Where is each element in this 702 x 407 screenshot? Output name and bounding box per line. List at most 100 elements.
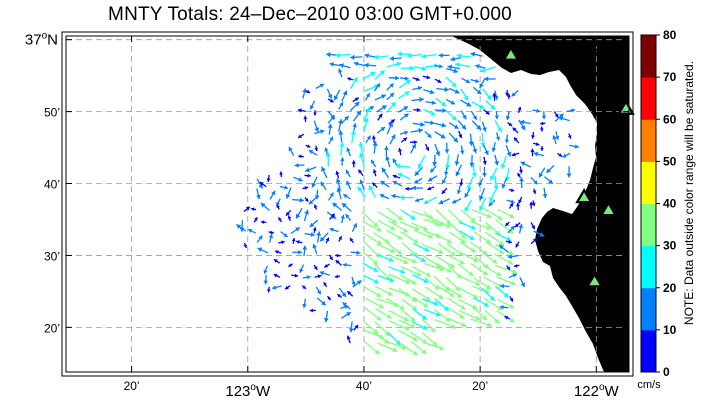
- current-vector: [335, 253, 341, 258]
- current-vector: [388, 220, 409, 234]
- current-vector: [400, 209, 416, 221]
- current-vector: [351, 276, 356, 286]
- lon-label-value: 123: [225, 383, 250, 400]
- lon-label-value: 20’: [472, 379, 488, 393]
- current-vector: [400, 265, 422, 277]
- current-vector: [346, 335, 351, 344]
- current-vector: [349, 101, 360, 112]
- current-vector: [387, 332, 402, 346]
- current-vector: [263, 265, 268, 275]
- current-vector: [293, 176, 303, 182]
- current-vector: [335, 178, 341, 190]
- current-vector: [388, 266, 406, 274]
- current-vector: [454, 154, 460, 166]
- current-vector: [473, 297, 490, 308]
- lat-label: 40’: [44, 178, 60, 192]
- current-vector: [494, 110, 499, 120]
- current-vector: [445, 98, 456, 105]
- current-vector: [472, 142, 478, 154]
- current-vector: [469, 154, 475, 168]
- current-vector: [405, 186, 413, 191]
- current-vector: [507, 254, 519, 260]
- current-vector: [446, 67, 459, 74]
- current-vector: [457, 263, 474, 277]
- current-vector: [433, 218, 452, 228]
- current-vector: [313, 120, 320, 133]
- current-vector: [494, 120, 503, 133]
- degree-mark: o: [599, 382, 605, 393]
- current-vector: [434, 107, 447, 114]
- current-vector: [327, 123, 333, 135]
- current-vector: [340, 157, 345, 166]
- current-vector: [533, 230, 545, 237]
- current-vector: [399, 194, 414, 201]
- current-vector: [352, 279, 362, 288]
- current-vector: [448, 87, 460, 94]
- current-vector: [450, 56, 462, 62]
- current-vector: [357, 186, 367, 198]
- current-vector: [357, 169, 364, 177]
- current-vector: [446, 110, 458, 121]
- current-vector: [413, 107, 421, 112]
- current-vector: [363, 285, 382, 298]
- current-vector: [518, 223, 524, 234]
- current-vector: [358, 142, 364, 157]
- current-vector: [475, 64, 486, 69]
- current-vector: [497, 208, 515, 219]
- current-vector: [413, 66, 427, 72]
- current-vector: [386, 92, 395, 101]
- current-vector: [363, 274, 380, 284]
- current-vector: [482, 156, 487, 165]
- current-vector: [470, 110, 478, 121]
- current-vector: [392, 174, 401, 179]
- current-vector: [411, 185, 423, 191]
- current-vector: [459, 287, 479, 299]
- current-vector: [363, 251, 379, 266]
- current-vector: [491, 142, 497, 152]
- current-vector: [387, 242, 403, 255]
- current-vector: [303, 115, 308, 122]
- current-vector: [302, 245, 308, 257]
- current-vector: [508, 273, 518, 279]
- current-vector: [505, 90, 510, 96]
- current-vector: [407, 53, 423, 59]
- current-vector: [410, 140, 418, 145]
- current-vector: [515, 202, 521, 211]
- current-vector: [446, 243, 464, 257]
- current-vector: [359, 179, 365, 190]
- current-vector: [459, 230, 475, 241]
- current-vector: [464, 188, 471, 198]
- current-vector: [411, 321, 428, 330]
- current-vector: [339, 63, 351, 69]
- current-vector: [386, 229, 403, 241]
- current-vector: [424, 130, 432, 139]
- current-vector: [341, 90, 348, 102]
- current-vector: [308, 197, 317, 205]
- current-vector: [552, 135, 557, 145]
- current-vector: [362, 220, 382, 233]
- current-vector: [434, 122, 447, 128]
- current-vector: [518, 119, 526, 131]
- lon-label-value: 122: [574, 383, 599, 400]
- current-vector: [308, 149, 318, 156]
- current-vector: [386, 101, 397, 113]
- current-vector: [346, 147, 351, 157]
- current-vector: [530, 148, 535, 157]
- current-vector: [381, 167, 390, 179]
- current-vector: [298, 154, 304, 159]
- current-vector: [266, 174, 271, 182]
- current-vector: [341, 202, 352, 212]
- current-vector: [312, 227, 317, 234]
- current-vector: [459, 221, 476, 230]
- current-vector: [377, 274, 395, 283]
- current-vector: [388, 75, 400, 81]
- current-vector: [460, 88, 469, 101]
- current-vector: [335, 259, 342, 266]
- current-vector: [351, 160, 356, 168]
- current-vector: [313, 264, 318, 271]
- current-vector: [478, 187, 486, 201]
- colorbar-tick-label: 40: [663, 197, 677, 211]
- colorbar-segment: [641, 287, 656, 331]
- graticule: [66, 36, 629, 372]
- current-vector: [399, 221, 420, 231]
